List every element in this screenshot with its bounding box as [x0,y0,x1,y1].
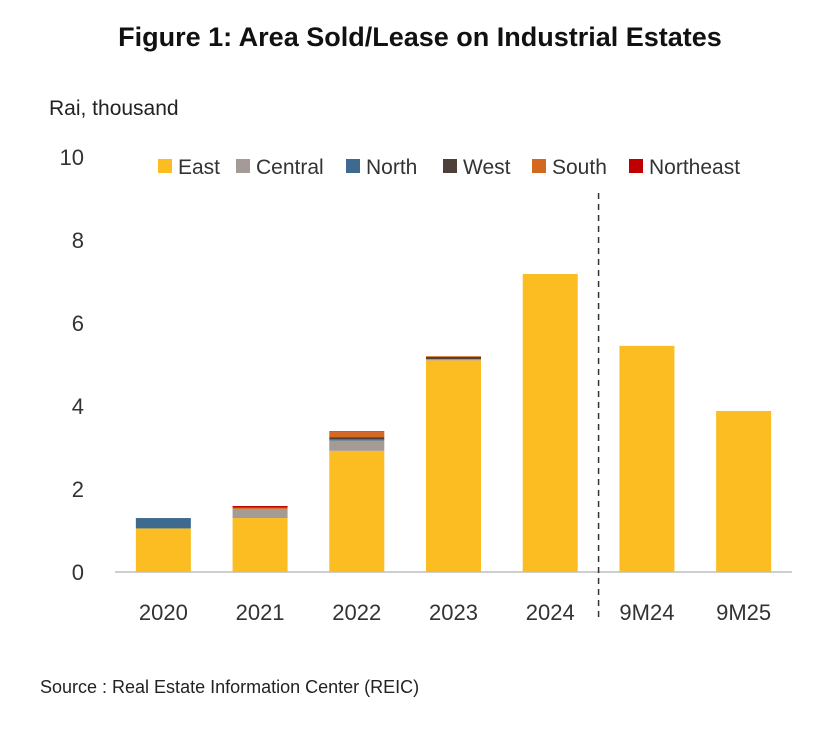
legend-swatch-east [158,159,172,173]
bar-segment-central [329,440,385,451]
legend-label-west: West [463,156,511,179]
legend-label-central: Central [256,156,324,179]
x-tick-label: 2021 [236,600,285,625]
bar-segment-east [135,528,191,572]
bar-segment-north [135,518,191,529]
bar-segment-east [426,360,481,572]
bar-segment-east [619,345,675,572]
legend-swatch-south [532,159,546,173]
x-tick-label: 9M24 [619,600,674,625]
bar-segment-northeast [329,431,385,433]
legend-label-east: East [178,156,220,179]
chart-title: Figure 1: Area Sold/Lease on Industrial … [118,22,722,52]
y-tick-label: 2 [72,477,84,502]
bar-segment-south [329,432,385,438]
y-axis-ticks: 0 2 4 6 8 10 [60,145,84,585]
y-tick-label: 0 [72,560,84,585]
legend-swatch-north [346,159,360,173]
y-tick-label: 4 [72,394,84,419]
y-axis-label: Rai, thousand [49,97,179,120]
x-tick-label: 9M25 [716,600,771,625]
legend: East Central North West South Northeast [158,156,740,179]
bar-segment-east [716,410,772,572]
legend-swatch-central [236,159,250,173]
x-tick-label: 2022 [332,600,381,625]
legend-label-south: South [552,156,607,179]
bar-segment-east [232,518,288,572]
x-tick-label: 2020 [139,600,188,625]
bar-segment-east [329,450,385,572]
bar-segment-south [232,507,288,509]
bar-segment-central [426,359,481,361]
x-axis-ticks: 2020 2021 2022 2023 2024 9M24 9M25 [139,600,771,625]
bar-segment-central [232,508,288,519]
legend-swatch-west [443,159,457,173]
y-tick-label: 8 [72,228,84,253]
legend-label-north: North [366,156,417,179]
legend-label-northeast: Northeast [649,156,740,179]
bar-segment-northeast [232,506,288,508]
bars-group [135,274,772,572]
bar-segment-west [329,437,385,440]
y-tick-label: 6 [72,311,84,336]
bar-segment-east [522,274,578,572]
source-note: Source : Real Estate Information Center … [40,677,420,697]
x-tick-label: 2023 [429,600,478,625]
bar-segment-south [426,356,481,358]
bar-segment-west [426,357,481,360]
y-tick-label: 10 [60,145,84,170]
legend-swatch-northeast [629,159,643,173]
x-tick-label: 2024 [526,600,575,625]
bar-segment-north [329,439,385,441]
